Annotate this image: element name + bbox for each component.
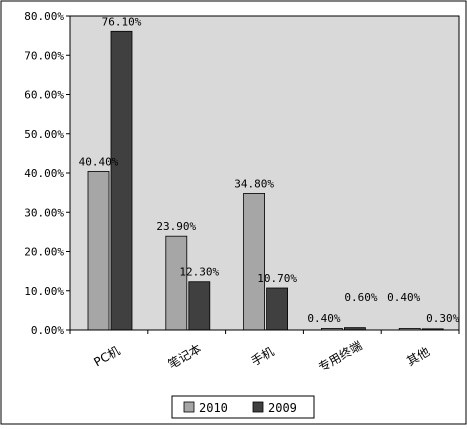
y-tick-label: 60.00% <box>24 89 64 102</box>
y-tick-label: 30.00% <box>24 206 64 219</box>
data-label-2010-0: 40.40% <box>79 155 119 168</box>
data-label-2010-3: 0.40% <box>307 312 340 325</box>
data-label-2010-4: 0.40% <box>387 291 420 304</box>
y-tick-label: 70.00% <box>24 49 64 62</box>
y-tick-label: 40.00% <box>24 167 64 180</box>
legend-label-2010: 2010 <box>199 401 228 415</box>
y-tick-label: 80.00% <box>24 10 64 23</box>
y-axis: 0.00% 10.00% 20.00% 30.00% 40.00% 50.00% 60.00… <box>24 10 71 337</box>
bar-2010-0 <box>87 171 110 331</box>
data-label-2009-0: 76.10% <box>102 15 142 28</box>
data-label-2010-2: 34.80% <box>234 177 274 190</box>
legend-swatch-2009 <box>252 401 264 413</box>
bar-2010-1 <box>165 235 188 331</box>
y-tick-label: 20.00% <box>24 246 64 259</box>
bar-2009-1 <box>188 281 211 331</box>
y-tick-label: 0.00% <box>31 324 64 337</box>
bar-2010-2 <box>243 193 266 331</box>
data-label-2010-1: 23.90% <box>156 220 196 233</box>
y-tick-label: 50.00% <box>24 128 64 141</box>
y-tick-label: 10.00% <box>24 285 64 298</box>
bar-2009-2 <box>266 287 289 331</box>
data-labels-group: 40.40% 76.10% 23.90% 12.30% 34.80% 10.70% 0.40… <box>79 15 460 325</box>
data-label-2009-1: 12.30% <box>179 266 219 279</box>
bar-2009-0 <box>110 30 133 331</box>
data-label-2009-4: 0.30% <box>426 312 459 325</box>
legend-box <box>171 395 315 419</box>
data-label-2009-3: 0.60% <box>344 291 377 304</box>
data-label-2009-2: 10.70% <box>257 272 297 285</box>
legend-swatch-2010 <box>183 401 195 413</box>
legend: 2010 2009 <box>171 395 315 419</box>
legend-label-2009: 2009 <box>268 401 297 415</box>
